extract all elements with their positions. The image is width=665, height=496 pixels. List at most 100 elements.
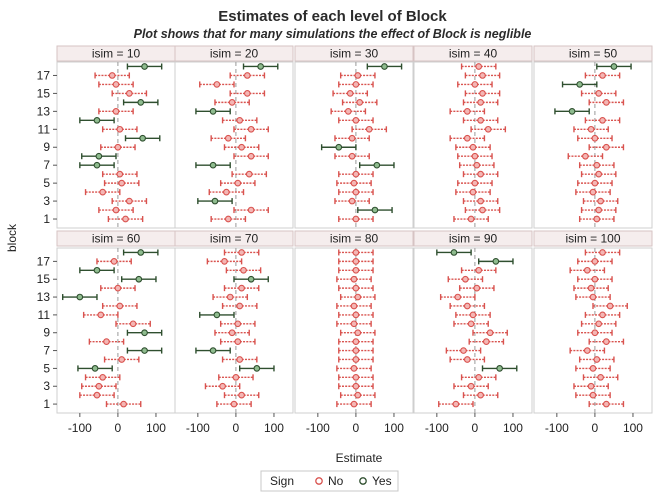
panel-strip-label: isim = 80 xyxy=(330,232,379,246)
block-17-estimate xyxy=(206,258,243,265)
block-4-estimate xyxy=(218,373,254,381)
block-5-estimate xyxy=(577,179,613,187)
estimate-point xyxy=(238,284,245,292)
estimate-point xyxy=(471,152,479,160)
block-15-estimate xyxy=(121,275,157,283)
block-16-estimate xyxy=(338,266,374,274)
block-12-estimate xyxy=(462,116,499,124)
estimate-point xyxy=(591,134,599,142)
block-16-estimate xyxy=(561,81,598,88)
panel-isim-60: isim = 60 xyxy=(56,230,176,414)
block-8-estimate xyxy=(334,152,370,160)
estimate-point xyxy=(352,373,360,381)
block-2-estimate xyxy=(575,391,611,399)
estimate-point xyxy=(469,188,477,196)
estimate-point xyxy=(103,338,110,345)
estimate-point xyxy=(141,63,148,70)
estimate-point xyxy=(125,90,133,97)
block-16-estimate xyxy=(79,266,115,274)
estimate-point xyxy=(599,72,606,79)
block-5-estimate xyxy=(457,179,493,187)
block-2-estimate xyxy=(462,391,499,399)
estimate-point xyxy=(257,63,264,70)
panel-strip-label: isim = 20 xyxy=(210,47,259,61)
estimate-point xyxy=(118,179,126,187)
block-4-estimate xyxy=(84,188,121,196)
estimate-point xyxy=(95,152,103,160)
estimate-point xyxy=(595,170,603,178)
block-1-estimate xyxy=(438,400,474,408)
block-4-estimate xyxy=(338,188,374,196)
block-16-estimate xyxy=(338,81,374,88)
block-14-estimate xyxy=(338,284,374,292)
y-tick-label: 15 xyxy=(37,86,51,100)
estimate-point xyxy=(599,249,606,256)
estimate-point xyxy=(492,258,500,265)
block-16-estimate xyxy=(569,266,606,274)
block-2-estimate xyxy=(223,391,260,399)
estimate-point xyxy=(568,108,576,115)
block-14-estimate xyxy=(214,99,250,106)
block-2-estimate xyxy=(580,206,617,214)
x-tick-label: 0 xyxy=(592,421,599,435)
block-17-estimate xyxy=(338,258,374,265)
estimate-point xyxy=(221,258,228,265)
block-4-estimate xyxy=(575,188,611,196)
block-14-estimate xyxy=(458,284,495,292)
y-tick-label: 13 xyxy=(37,290,51,304)
panel-strip-label: isim = 40 xyxy=(449,47,498,61)
estimate-point xyxy=(224,215,232,223)
estimate-point xyxy=(91,365,99,372)
block-18-estimate xyxy=(436,249,472,256)
estimate-point xyxy=(463,302,471,310)
block-1-estimate xyxy=(578,215,615,223)
y-tick-label: 13 xyxy=(37,104,51,118)
block-16-estimate xyxy=(225,266,262,274)
estimate-point xyxy=(247,152,255,160)
block-3-estimate xyxy=(582,197,619,205)
estimate-point xyxy=(454,293,462,301)
block-5-estimate xyxy=(239,365,275,372)
block-4-estimate xyxy=(338,373,374,381)
estimate-point xyxy=(583,347,591,354)
estimate-point xyxy=(232,373,240,381)
block-14-estimate xyxy=(573,284,609,292)
block-9-estimate xyxy=(339,329,376,337)
block-12-estimate xyxy=(221,302,258,310)
estimate-point xyxy=(228,99,236,106)
estimate-point xyxy=(373,161,381,169)
block-13-estimate xyxy=(98,108,134,115)
block-18-estimate xyxy=(460,63,497,70)
block-10-estimate xyxy=(334,134,370,142)
estimate-point xyxy=(209,108,217,115)
estimate-point xyxy=(352,311,360,319)
estimate-point xyxy=(471,179,479,187)
block-6-estimate xyxy=(578,356,615,363)
estimate-point xyxy=(467,215,475,223)
block-9-estimate xyxy=(126,329,163,337)
x-axis-title: Estimate xyxy=(336,451,383,465)
estimate-point xyxy=(108,72,116,79)
panel-isim-70: isim = 70 xyxy=(174,230,294,414)
block-7-estimate xyxy=(569,347,606,354)
block-8-estimate xyxy=(88,338,125,345)
estimate-point xyxy=(137,99,145,106)
block-17-estimate xyxy=(96,258,132,265)
block-10-estimate xyxy=(453,320,489,328)
estimate-point xyxy=(595,206,603,214)
block-12-estimate xyxy=(336,302,372,310)
block-8-estimate xyxy=(457,152,493,160)
estimate-point xyxy=(484,125,492,133)
estimate-point xyxy=(116,170,124,178)
estimate-point xyxy=(477,116,484,124)
estimate-point xyxy=(139,134,146,142)
y-tick-label: 17 xyxy=(37,68,51,82)
estimate-point xyxy=(209,161,217,169)
legend-no-label: No xyxy=(328,474,344,488)
estimate-point xyxy=(477,170,484,178)
x-axis-group: -100 0 100 -100 0 100 -100 0 100 -100 0 100 -100 0 100 xyxy=(68,413,643,435)
block-13-estimate xyxy=(212,293,249,301)
block-8-estimate xyxy=(219,338,256,345)
block-6-estimate xyxy=(580,170,617,178)
estimate-point xyxy=(141,347,148,354)
